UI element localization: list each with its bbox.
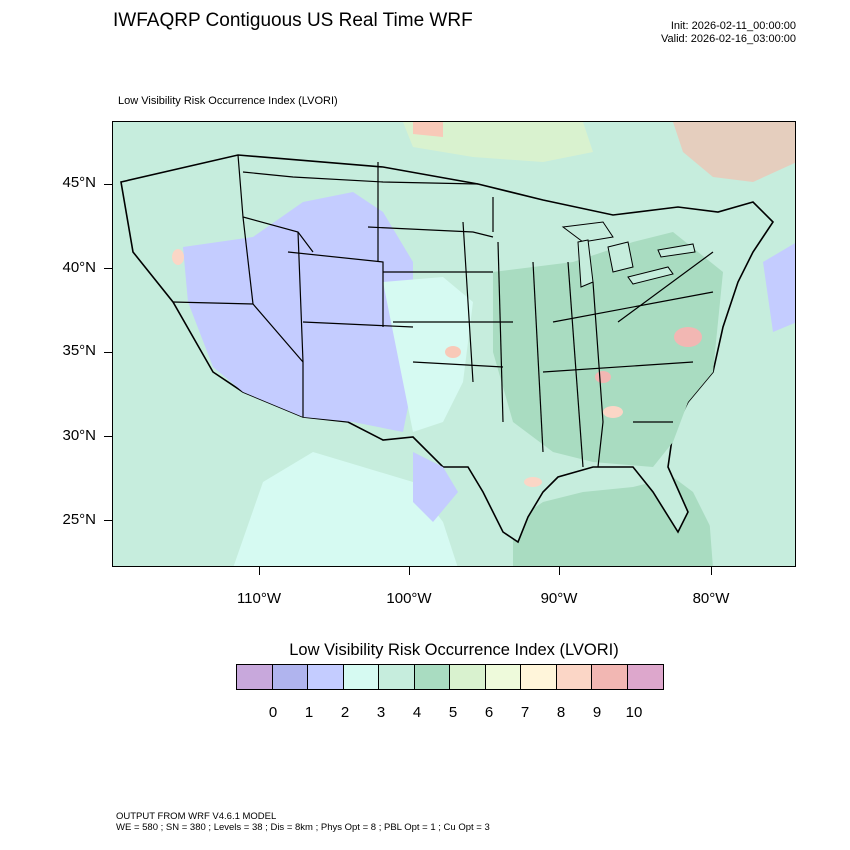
lon-tick (559, 567, 560, 575)
state-borders (172, 154, 714, 468)
colorbar-label: 6 (484, 704, 494, 721)
atlantic-area (708, 312, 795, 566)
colorbar-box (272, 665, 308, 689)
colorbar-label: 4 (412, 704, 422, 721)
colorbar-box (237, 665, 273, 689)
plains-light-region (383, 277, 473, 432)
field-subtitle: Low Visibility Risk Occurrence Index (LV… (118, 95, 338, 107)
canada-high-spot (413, 122, 443, 137)
lat-tick (104, 520, 112, 521)
colorbar-box (343, 665, 379, 689)
init-valid-times: Init: 2026-02-11_00:00:00 Valid: 2026-02… (661, 20, 796, 46)
oregon-high-spot (172, 249, 184, 265)
legend-title: Low Visibility Risk Occurrence Index (LV… (289, 641, 619, 659)
canada-mid-region (403, 122, 593, 162)
lat-label-40: 40°N (62, 259, 96, 276)
mexico-area (233, 452, 458, 566)
colorbar-label: 5 (448, 704, 458, 721)
canada-land (113, 122, 795, 217)
colorbar-label: 0 (268, 704, 278, 721)
lat-tick (104, 352, 112, 353)
virginia-high-spot (674, 327, 702, 347)
map-title: IWFAQRP Contiguous US Real Time WRF (113, 10, 473, 31)
lon-label-110w: 110°W (236, 590, 282, 607)
oklahoma-high-spot (445, 346, 461, 358)
colorbar-box (308, 665, 344, 689)
lon-label-100w: 100°W (386, 590, 432, 607)
footer-line-2: WE = 580 ; SN = 380 ; Levels = 38 ; Dis … (116, 822, 490, 833)
lat-tick (104, 436, 112, 437)
colorbar-box (592, 665, 628, 689)
footer-line-1: OUTPUT FROM WRF V4.6.1 MODEL (116, 811, 277, 822)
lon-label-80w: 80°W (692, 590, 730, 607)
quebec-high-area (673, 122, 795, 182)
valid-time: Valid: 2026-02-16_03:00:00 (661, 33, 796, 45)
colorbar-box (379, 665, 415, 689)
colorbar-label: 7 (520, 704, 530, 721)
colorbar-label: 2 (340, 704, 350, 721)
lon-tick (259, 567, 260, 575)
lat-label-45: 45°N (62, 174, 96, 191)
lake-huron (607, 241, 634, 273)
colorbar-box (450, 665, 486, 689)
lon-tick (409, 567, 410, 575)
lake-erie (627, 266, 674, 285)
colorbar-label: 3 (376, 704, 386, 721)
colorbar-box (485, 665, 521, 689)
georgia-high-spot (603, 406, 623, 418)
model-info-footer: OUTPUT FROM WRF V4.6.1 MODEL WE = 580 ; … (116, 811, 490, 833)
texas-low-patch (413, 452, 458, 522)
lat-label-30: 30°N (62, 427, 96, 444)
colorbar-label: 8 (556, 704, 566, 721)
tennessee-high-spot (595, 371, 611, 383)
init-time: Init: 2026-02-11_00:00:00 (670, 20, 796, 32)
colorbar-box (627, 665, 663, 689)
lake-michigan (577, 239, 594, 288)
lvori-map (113, 122, 795, 566)
lake-superior (561, 221, 614, 243)
colorbar-box (414, 665, 450, 689)
lon-label-90w: 90°W (540, 590, 578, 607)
map-panel (112, 121, 796, 567)
louisiana-high-spot (524, 477, 542, 487)
lat-label-25: 25°N (62, 511, 96, 528)
west-low-region (183, 192, 413, 432)
colorbar-label: 1 (304, 704, 314, 721)
colorbar-box (521, 665, 557, 689)
lat-tick (104, 184, 112, 185)
lon-tick (711, 567, 712, 575)
east-region (493, 232, 723, 467)
lat-tick (104, 268, 112, 269)
atlantic-low-patch (763, 243, 795, 332)
colorbar-label: 10 (625, 704, 643, 721)
colorbar (236, 664, 664, 690)
colorbar-label: 9 (592, 704, 602, 721)
colorbar-box (556, 665, 592, 689)
lat-label-35: 35°N (62, 342, 96, 359)
lake-ontario (657, 243, 696, 258)
